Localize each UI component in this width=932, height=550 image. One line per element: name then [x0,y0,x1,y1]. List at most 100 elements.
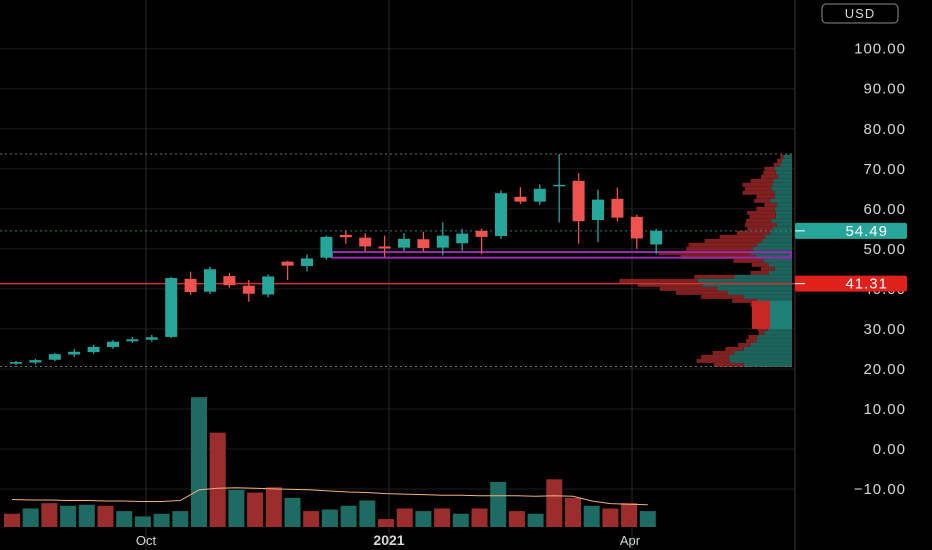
profile-row-down [746,218,772,223]
volume-bar [490,481,507,527]
candle-body [68,351,81,355]
profile-row-down [749,214,776,219]
profile-row-up [777,222,792,227]
candle-body [145,337,158,340]
y-tick-label: 50.00 [863,241,906,258]
price-axis: 100.0090.0080.0070.0060.0050.0040.0030.0… [136,0,907,550]
candle-body [184,278,197,293]
candle-body [398,238,410,248]
profile-row-up [743,346,792,351]
volume-bar [508,511,525,527]
level-price-badge-bg [795,275,907,292]
candle-body [165,278,178,337]
volume-bar [303,511,320,527]
profile-row-down [736,230,771,235]
volume-bar [153,513,170,527]
support-band [331,251,792,259]
volume-profile [619,154,792,367]
profile-row-up [777,202,792,207]
volume-bar [546,479,563,527]
volume-bar [396,508,413,527]
candle-body [650,230,663,245]
profile-row-up [775,214,792,219]
level-price-badge: 41.31 [795,275,907,293]
volume-bar [228,489,245,527]
volume-bar [209,432,226,527]
profile-row-up [773,178,792,183]
candle-body [126,339,139,342]
profile-row-up [769,270,792,275]
profile-row-down [694,274,735,279]
profile-row-down [659,286,718,291]
profile-poc-block [752,300,770,329]
profile-row-down [750,270,769,275]
candle-body [378,246,391,249]
profile-row-down [737,342,751,347]
volume-bar [340,505,357,527]
profile-row-up [727,290,792,295]
profile-row-up [728,354,792,359]
y-tick-label: 30.00 [863,321,906,338]
candlestick-series [10,153,663,366]
profile-row-up [775,170,792,175]
profile-row-down [756,206,775,211]
volume-bar [4,513,20,527]
y-tick-label: 10.00 [863,401,906,418]
profile-row-down [675,290,728,295]
profile-row-up [774,190,792,195]
y-tick-label: 90.00 [863,81,906,98]
profile-row-down [712,350,735,355]
candle-body [630,216,643,239]
profile-row-down [747,210,776,215]
volume-bar [565,497,581,527]
volume-bar [22,508,39,527]
volume-bar [452,513,469,527]
profile-row-up [729,358,792,363]
candle-body [107,341,119,347]
profile-row-down [619,278,698,283]
current-price-badge-bg [795,222,907,239]
profile-row-down [760,266,775,271]
candle-body [29,360,42,363]
profile-row-down [747,226,773,231]
profile-row-down [719,234,766,239]
profile-row-down [686,246,753,251]
candle-body [339,234,352,238]
profile-row-down [744,186,772,191]
volume-bar [639,511,656,527]
x-tick-label: Apr [620,533,641,548]
profile-row-down [732,298,758,303]
candle-body [320,236,333,258]
profile-row-up [743,362,792,367]
profile-row-up [762,238,792,243]
y-tick-label: 60.00 [863,201,906,218]
profile-row-down [773,162,781,167]
profile-row-up [763,258,792,263]
candle-body [553,184,566,187]
profile-row-down [701,354,729,359]
y-tick-label: −10.00 [854,481,906,498]
profile-row-down [758,330,765,335]
profile-row-down [756,194,775,199]
profile-row-down [764,202,778,207]
volume-bar [321,509,338,527]
profile-row-down [746,338,757,343]
volume-bar [621,503,638,527]
profile-row-up [765,234,792,239]
candle-body [611,198,624,218]
candle-body [204,269,216,292]
currency-selector[interactable]: USD [821,3,899,24]
candle-body [359,237,372,247]
profile-row-up [774,266,792,271]
chart-grid [0,0,795,550]
volume-bar [378,519,394,527]
y-tick-label: 0.00 [873,441,906,458]
profile-poc-block-up [770,300,792,329]
profile-row-up [702,282,792,287]
volume-bar [415,511,432,527]
currency-label[interactable]: USD [845,6,875,21]
volume-bar [116,511,133,527]
candle-body [87,346,100,353]
candle-body [48,354,61,360]
